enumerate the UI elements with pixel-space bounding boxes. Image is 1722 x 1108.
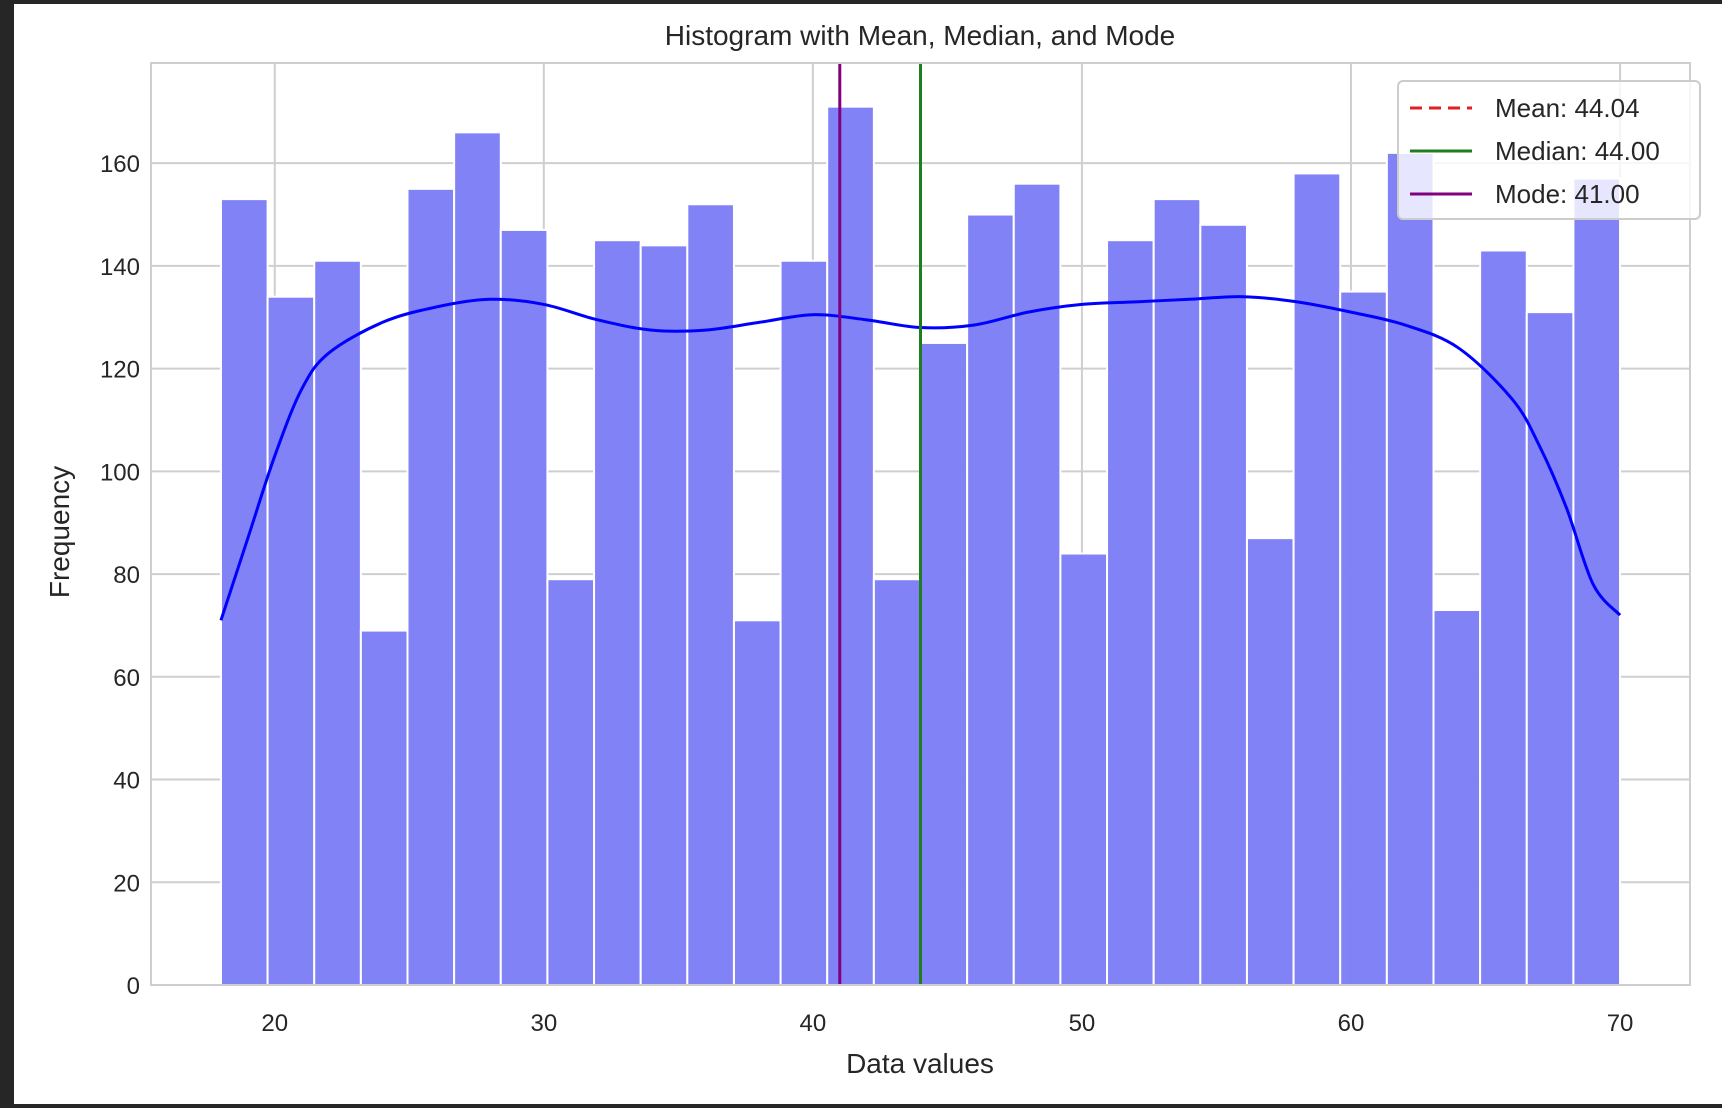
y-tick-label: 160 bbox=[100, 151, 140, 178]
histogram-bar bbox=[359, 629, 409, 986]
stat-lines bbox=[838, 63, 922, 985]
histogram-bar bbox=[779, 259, 829, 986]
histogram-bar bbox=[1012, 182, 1062, 986]
histogram-bar bbox=[1245, 537, 1295, 987]
plot-frame bbox=[150, 62, 1691, 986]
histogram-bar bbox=[593, 239, 642, 986]
histogram-bar bbox=[1385, 151, 1435, 987]
legend-label: Mode: 41.00 bbox=[1495, 179, 1640, 209]
histogram-bars bbox=[219, 105, 1622, 987]
histogram-bar bbox=[499, 228, 549, 987]
histogram-bar bbox=[1339, 290, 1388, 987]
histogram-bar bbox=[1525, 311, 1575, 987]
histogram-bar bbox=[1432, 609, 1482, 986]
y-tick-label: 20 bbox=[113, 870, 140, 897]
histogram-bar bbox=[639, 244, 689, 986]
histogram-bar bbox=[453, 131, 502, 987]
legend-label: Mean: 44.04 bbox=[1495, 93, 1640, 123]
x-tick-label: 20 bbox=[261, 1010, 288, 1037]
histogram-bar bbox=[1572, 177, 1622, 986]
y-tick-label: 140 bbox=[100, 254, 140, 281]
x-tick-label: 40 bbox=[800, 1010, 827, 1037]
chart-title: Histogram with Mean, Median, and Mode bbox=[665, 20, 1175, 51]
histogram-bar bbox=[966, 213, 1015, 986]
histogram-bar bbox=[732, 619, 782, 986]
y-tick-label: 80 bbox=[113, 562, 140, 589]
histogram-bar bbox=[266, 295, 316, 986]
chart-figure: Histogram with Mean, Median, and Mode 20… bbox=[14, 4, 1722, 1104]
histogram-bar bbox=[919, 341, 969, 986]
histogram-bar bbox=[219, 198, 269, 986]
histogram-bar bbox=[872, 578, 922, 986]
histogram-bar bbox=[826, 105, 875, 987]
histogram-bar bbox=[546, 578, 596, 986]
histogram-chart: Histogram with Mean, Median, and Mode 20… bbox=[44, 20, 1701, 1079]
histogram-bar bbox=[1292, 172, 1342, 986]
histogram-bar bbox=[313, 259, 362, 986]
x-tick-labels: 20 30 40 50 60 70 bbox=[261, 1010, 1633, 1037]
x-tick-label: 60 bbox=[1338, 1010, 1365, 1037]
x-axis-title: Data values bbox=[846, 1048, 994, 1079]
y-tick-label: 40 bbox=[113, 768, 140, 795]
histogram-bar bbox=[1059, 552, 1109, 986]
x-tick-label: 30 bbox=[530, 1010, 557, 1037]
legend-box bbox=[1397, 80, 1701, 220]
y-tick-label: 120 bbox=[100, 357, 140, 384]
legend: Mean: 44.04 Median: 44.00 Mode: 41.00 bbox=[1397, 80, 1701, 220]
x-tick-label: 70 bbox=[1607, 1010, 1634, 1037]
y-tick-labels: 0 20 40 60 80 100 120 140 160 bbox=[100, 151, 140, 1000]
y-tick-label: 60 bbox=[113, 665, 140, 692]
histogram-bar bbox=[1199, 223, 1248, 986]
y-axis-title: Frequency bbox=[44, 466, 75, 598]
y-tick-label: 0 bbox=[127, 973, 140, 1000]
legend-label: Median: 44.00 bbox=[1495, 136, 1660, 166]
histogram-bar bbox=[686, 203, 735, 986]
histogram-bar bbox=[1152, 198, 1202, 986]
plot-border bbox=[150, 62, 1691, 986]
x-tick-label: 50 bbox=[1069, 1010, 1096, 1037]
histogram-bar bbox=[1479, 249, 1528, 987]
histogram-bar bbox=[1106, 239, 1155, 986]
y-tick-label: 100 bbox=[100, 459, 140, 486]
